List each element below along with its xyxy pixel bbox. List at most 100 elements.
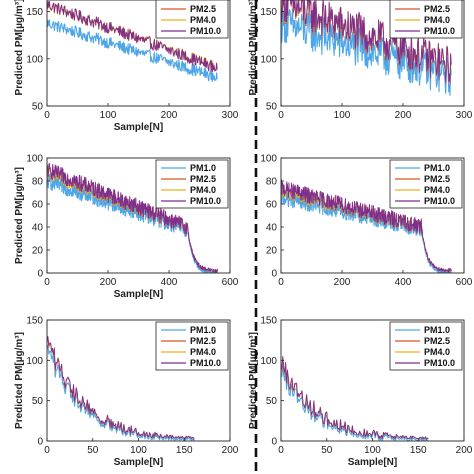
series-line-pm1-0 [47, 19, 218, 83]
x-tick-label: 300 [222, 110, 239, 121]
legend-label: PM2.5 [424, 174, 450, 184]
x-axis-label: Sample[N] [114, 457, 163, 468]
legend-label: PM10.0 [424, 358, 455, 368]
x-tick-label: 0 [44, 110, 50, 121]
x-tick-label: 200 [334, 277, 351, 288]
y-tick-label: 60 [266, 200, 278, 211]
y-axis-label: Predicted PM[µg/m³] [14, 332, 25, 429]
legend-label: PM4.0 [424, 185, 450, 195]
y-tick-label: 0 [37, 437, 43, 448]
x-tick-label: 400 [161, 277, 178, 288]
legend-label: PM4.0 [424, 15, 450, 25]
x-tick-label: 100 [100, 110, 117, 121]
y-tick-label: 50 [32, 102, 44, 113]
y-axis-label: Predicted PM[µg/m³] [248, 0, 259, 95]
y-tick-label: 100 [26, 154, 43, 165]
x-axis-label: Sample[N] [114, 289, 163, 300]
x-tick-label: 200 [456, 445, 473, 456]
legend-label: PM4.0 [190, 185, 216, 195]
x-tick-label: 200 [395, 110, 412, 121]
legend-label: PM10.0 [190, 358, 221, 368]
y-tick-label: 0 [271, 269, 277, 280]
x-tick-label: 400 [395, 277, 412, 288]
legend-label: PM10.0 [190, 26, 221, 36]
panel-1: 0 100 200 300 50 100 150 Sample[N] Predicted PM[… [14, 0, 239, 133]
x-tick-label: 0 [278, 277, 284, 288]
y-tick-label: 60 [32, 200, 44, 211]
legend-label: PM10.0 [424, 196, 455, 206]
plot-area-5 [47, 336, 195, 441]
x-tick-label: 100 [130, 445, 147, 456]
legend-label: PM2.5 [424, 4, 450, 14]
axes-frame [280, 0, 465, 107]
y-tick-label: 50 [266, 102, 278, 113]
x-tick-label: 600 [222, 277, 239, 288]
x-tick-label: 600 [456, 277, 473, 288]
legend-label: PM2.5 [190, 4, 216, 14]
y-tick-label: 150 [26, 316, 43, 327]
x-tick-label: 150 [410, 445, 427, 456]
y-tick-label: 80 [266, 177, 278, 188]
y-tick-label: 80 [32, 177, 44, 188]
series-line-pm1-0 [281, 363, 429, 441]
legend-label: PM2.5 [190, 174, 216, 184]
plot-area-3 [47, 162, 219, 273]
y-tick-label: 0 [271, 437, 277, 448]
y-tick-label: 100 [260, 154, 277, 165]
legend-label: PM2.5 [190, 336, 216, 346]
x-tick-label: 50 [87, 445, 99, 456]
y-tick-label: 150 [260, 316, 277, 327]
series-line-pm10-0 [281, 0, 452, 85]
series-line-pm10-0 [281, 179, 452, 273]
plot-area-2 [281, 0, 452, 96]
panel-4: 0 200 400 600 0 20 40 60 80 100 PM1.0PM2.5PM4.0PM1… [260, 154, 472, 289]
x-tick-label: 100 [364, 445, 381, 456]
x-tick-label: 0 [44, 445, 50, 456]
legend-label: PM1.0 [190, 163, 216, 173]
legend-label: PM10.0 [424, 26, 455, 36]
x-tick-label: 150 [176, 445, 193, 456]
x-tick-label: 200 [100, 277, 117, 288]
plot-area-1 [47, 0, 218, 83]
legend-label: PM1.0 [190, 325, 216, 335]
x-tick-label: 0 [278, 110, 284, 121]
legend-label: PM1.0 [424, 325, 450, 335]
y-tick-label: 0 [37, 269, 43, 280]
legend-label: PM1.0 [424, 163, 450, 173]
panel-6: 0 50 100 150 200 0 50 100 150 Sample[N] Predicted … [248, 316, 473, 469]
y-tick-label: 20 [266, 246, 278, 257]
x-tick-label: 200 [222, 445, 239, 456]
legend-label: PM10.0 [190, 196, 221, 206]
y-tick-label: 50 [32, 396, 44, 407]
series-line-pm10-0 [47, 336, 195, 440]
y-tick-label: 150 [260, 7, 277, 18]
x-tick-label: 0 [278, 445, 284, 456]
series-line-pm10-0 [47, 0, 218, 73]
y-axis-label: Predicted PM[µg/m³] [14, 0, 25, 95]
panel-3: 0 200 400 600 0 20 40 60 80 100 Sample[N] Predicted… [14, 154, 239, 301]
plot-area-4 [281, 179, 452, 273]
x-axis-label: Sample[N] [348, 457, 397, 468]
y-axis-label: Predicted PM[µg/m³] [14, 167, 25, 264]
y-tick-label: 50 [266, 396, 278, 407]
legend-label: PM2.5 [424, 336, 450, 346]
y-tick-label: 20 [32, 246, 44, 257]
y-tick-label: 40 [266, 223, 278, 234]
y-tick-label: 100 [260, 54, 277, 65]
x-tick-label: 100 [334, 110, 351, 121]
x-tick-label: 50 [321, 445, 333, 456]
x-tick-label: 200 [161, 110, 178, 121]
series-line-pm1-0 [281, 5, 452, 96]
series-line-pm10-0 [281, 356, 429, 440]
panel-5: 0 50 100 150 200 0 50 100 150 Sample[N] Predicted … [14, 316, 239, 469]
y-tick-label: 40 [32, 223, 44, 234]
legend-label: PM4.0 [190, 347, 216, 357]
series-line-pm10-0 [47, 162, 218, 273]
axes-frame [46, 157, 231, 274]
